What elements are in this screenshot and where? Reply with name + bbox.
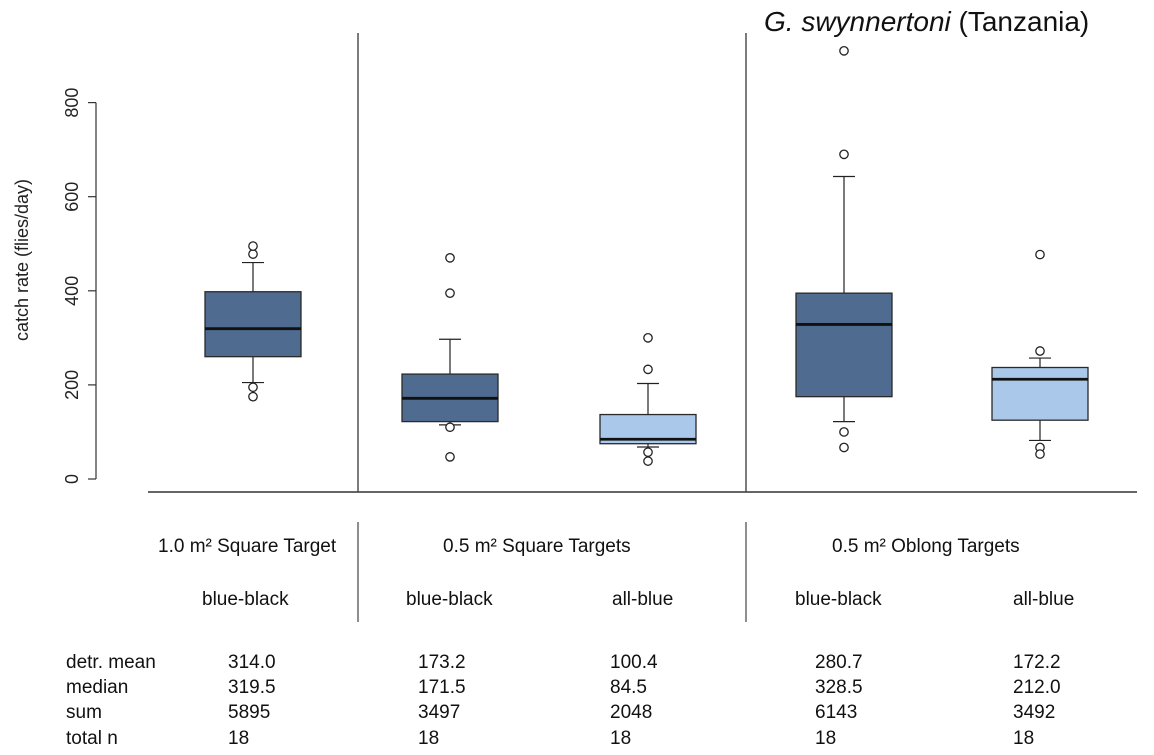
outlier-point [839,442,849,453]
stats-row-label: median [66,677,129,698]
y-tick-label: 800 [62,88,82,118]
stats-row-label: detr. mean [66,652,156,673]
outlier-point [445,288,455,299]
y-tick-label: 600 [62,182,82,212]
outlier-point [643,364,653,375]
stats-cell: 18 [815,728,837,749]
outlier-point [248,249,258,259]
outlier-point [839,427,849,437]
stats-row: median 319.5 171.5 84.5 328.5 212.0 [0,677,1154,701]
stats-cell: 319.5 [228,677,276,698]
stats-row: detr. mean 314.0 173.2 100.4 280.7 172.2 [0,652,1154,676]
stats-cell: 171.5 [418,677,466,698]
stats-cell: 3492 [1013,702,1056,723]
outlier-point [248,241,258,251]
stats-cell: 18 [1013,728,1035,749]
stats-cell: 314.0 [228,652,276,673]
box-label-4: blue-black [795,589,882,610]
outlier-point [248,382,258,393]
stats-cell: 18 [610,728,632,749]
stats-cell: 212.0 [1013,677,1061,698]
y-tick-label: 200 [62,370,82,400]
stats-cell: 3497 [418,702,461,723]
box-label-2: blue-black [406,589,493,610]
stats-row-label: sum [66,702,102,723]
outlier-point [1035,346,1045,356]
box-label-1: blue-black [202,589,289,610]
stats-cell: 100.4 [610,652,658,673]
outlier-point [643,332,653,343]
box-iqr [795,292,893,398]
group-label-3: 0.5 m² Oblong Targets [832,536,1020,557]
box-iqr [991,366,1089,421]
outlier-point [1035,249,1045,260]
outlier-point [839,45,849,56]
group-label-1: 1.0 m² Square Target [158,536,337,557]
stats-cell: 2048 [610,702,653,723]
chart-title: G. swynnertoni (Tanzania) [764,6,1089,38]
box-iqr [204,291,302,358]
outlier-point [248,391,258,402]
stats-cell: 84.5 [610,677,647,698]
outlier-point [445,422,455,433]
stats-cell: 18 [228,728,250,749]
outlier-point [643,447,653,458]
box-label-3: all-blue [612,589,674,610]
stats-cell: 18 [418,728,440,749]
chart-title-species: G. swynnertoni [764,6,951,37]
stats-row-label: total n [66,728,118,749]
y-tick-label: 400 [62,276,82,306]
stats-cell: 172.2 [1013,652,1061,673]
group-label-2: 0.5 m² Square Targets [443,536,631,557]
outlier-point [1035,449,1045,459]
stats-cell: 328.5 [815,677,863,698]
outlier-point [839,149,849,160]
stats-row: sum 5895 3497 2048 6143 3492 [0,702,1154,726]
outlier-point [445,452,455,462]
outlier-point [643,456,653,466]
y-tick-label: 0 [62,474,82,484]
stats-cell: 6143 [815,702,858,723]
stats-cell: 5895 [228,702,271,723]
chart-title-region: (Tanzania) [950,6,1090,37]
outlier-point [445,253,455,263]
stats-cell: 280.7 [815,652,863,673]
stats-cell: 173.2 [418,652,466,673]
stats-row: total n 18 18 18 18 18 [0,728,1154,752]
box-label-5: all-blue [1013,589,1075,610]
y-axis-label: catch rate (flies/day) [12,179,32,341]
